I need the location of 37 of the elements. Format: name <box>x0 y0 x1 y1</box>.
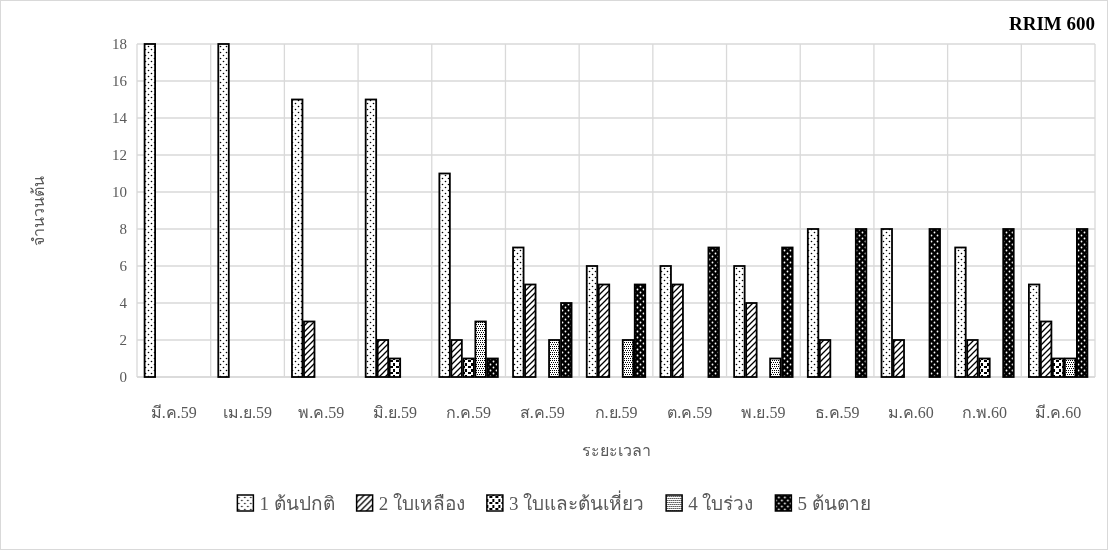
bar <box>1002 228 1015 378</box>
legend-label: 5 ต้นตาย <box>797 493 871 514</box>
y-tick-label: 8 <box>119 221 127 237</box>
x-tick-label: ธ.ค.59 <box>814 404 860 421</box>
x-tick-label: ต.ค.59 <box>667 404 713 421</box>
chart-title: RRIM 600 <box>1008 13 1095 34</box>
bar <box>707 246 720 378</box>
y-tick-label: 4 <box>119 295 128 311</box>
y-tick-label: 2 <box>119 332 127 348</box>
x-tick-label: มี.ค.60 <box>1035 404 1082 421</box>
x-axis-title: ระยะเวลา <box>581 442 651 459</box>
x-tick-label: ม.ค.60 <box>887 404 934 421</box>
x-tick-label: ก.ค.59 <box>446 404 492 421</box>
bar <box>217 43 230 378</box>
bar <box>854 228 868 378</box>
x-tick-label: ก.ย.59 <box>594 404 638 421</box>
legend-label: 3 ใบและต้นเหี่ยว <box>508 490 645 514</box>
x-tick-label: พ.ย.59 <box>741 404 786 421</box>
bar <box>143 43 156 378</box>
y-axis-title: จำนวนต้น <box>30 175 47 246</box>
y-tick-label: 18 <box>112 36 127 52</box>
x-tick-label: พ.ค.59 <box>298 404 345 421</box>
y-tick-label: 12 <box>112 147 127 163</box>
legend-label: 4 ใบร่วง <box>688 493 754 514</box>
bar <box>928 228 941 378</box>
x-tick-label: ก.พ.60 <box>961 404 1007 421</box>
y-tick-label: 6 <box>119 258 128 274</box>
legend-label: 2 ใบเหลือง <box>378 493 465 514</box>
x-tick-label: ส.ค.59 <box>519 404 565 421</box>
legend-label: 1 ต้นปกติ <box>259 493 335 514</box>
x-tick-label: เม.ย.59 <box>223 404 273 421</box>
y-tick-label: 10 <box>112 184 127 200</box>
y-tick-label: 14 <box>112 110 128 126</box>
x-tick-label: มิ.ย.59 <box>372 404 417 421</box>
x-tick-label: มี.ค.59 <box>150 404 197 421</box>
y-tick-label: 0 <box>119 369 127 385</box>
y-tick-label: 16 <box>112 73 128 89</box>
